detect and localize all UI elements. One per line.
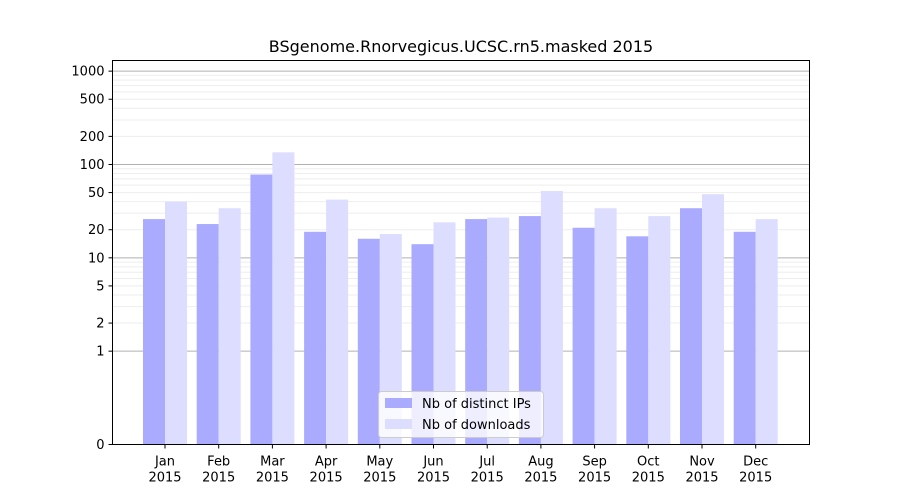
y-tick-label: 20 — [88, 223, 105, 238]
x-tick-label: Dec 2015 — [739, 455, 772, 486]
legend-label: Nb of downloads — [422, 418, 531, 433]
bar-distinct-ips — [626, 236, 649, 445]
bar-downloads — [648, 216, 671, 445]
legend-swatch — [385, 419, 412, 429]
bar-distinct-ips — [572, 227, 595, 445]
y-axis: 0 1 2 5 10 20 50 100 200 500 1000 — [71, 65, 113, 453]
x-tick-label: Nov 2015 — [685, 455, 718, 486]
bar-downloads — [540, 190, 563, 445]
bar-distinct-ips — [304, 231, 327, 445]
bar-distinct-ips — [143, 219, 165, 445]
y-tick-label: 50 — [88, 186, 105, 201]
bar-downloads — [433, 222, 456, 445]
y-tick-label: 500 — [80, 93, 105, 108]
bar-downloads — [702, 194, 724, 445]
bar-downloads — [165, 201, 187, 445]
legend-swatch — [385, 398, 412, 408]
y-tick-label: 1000 — [71, 65, 104, 80]
x-tick-label: Mar 2015 — [256, 455, 289, 486]
bar-downloads — [755, 219, 778, 445]
y-tick-label: 200 — [80, 130, 105, 145]
x-tick-label: Oct 2015 — [632, 455, 665, 486]
bar-distinct-ips — [196, 224, 219, 445]
y-tick-label: 100 — [80, 158, 105, 173]
x-tick-label: Aug 2015 — [524, 455, 557, 486]
bar-downloads — [272, 152, 295, 445]
bars — [143, 152, 778, 445]
legend-label: Nb of distinct IPs — [422, 397, 531, 412]
x-tick-label: Jul 2015 — [471, 455, 504, 486]
bar-distinct-ips — [465, 219, 488, 445]
y-tick-label: 0 — [96, 438, 104, 453]
x-tick-label: Feb 2015 — [202, 455, 235, 486]
bar-distinct-ips — [518, 216, 541, 445]
y-tick-label: 10 — [88, 251, 105, 266]
legend: Nb of distinct IPs Nb of downloads — [378, 391, 544, 438]
bar-downloads — [218, 208, 241, 445]
y-tick-label: 1 — [96, 345, 104, 360]
x-tick-label: May 2015 — [363, 455, 396, 486]
x-tick-label: Apr 2015 — [310, 455, 343, 486]
bar-distinct-ips — [357, 238, 380, 445]
bar-downloads — [594, 208, 617, 445]
bar-distinct-ips — [250, 174, 273, 445]
chart-title: BSgenome.Rnorvegicus.UCSC.rn5.masked 201… — [269, 37, 653, 56]
plot-frame — [112, 60, 810, 445]
x-tick-label: Jan 2015 — [148, 455, 181, 486]
bar-downloads — [487, 217, 510, 445]
y-tick-label: 5 — [96, 279, 104, 294]
bar-downloads — [326, 199, 349, 445]
bar-distinct-ips — [680, 208, 702, 445]
x-tick-label: Jun 2015 — [417, 455, 450, 486]
legend-box — [378, 391, 544, 438]
x-tick-label: Sep 2015 — [578, 455, 611, 486]
y-tick-label: 2 — [96, 317, 104, 332]
x-axis: Jan 2015 Feb 2015 Mar 2015 Apr 2015 May 2015 Jun 20… — [148, 444, 772, 486]
bar-distinct-ips — [733, 231, 756, 445]
